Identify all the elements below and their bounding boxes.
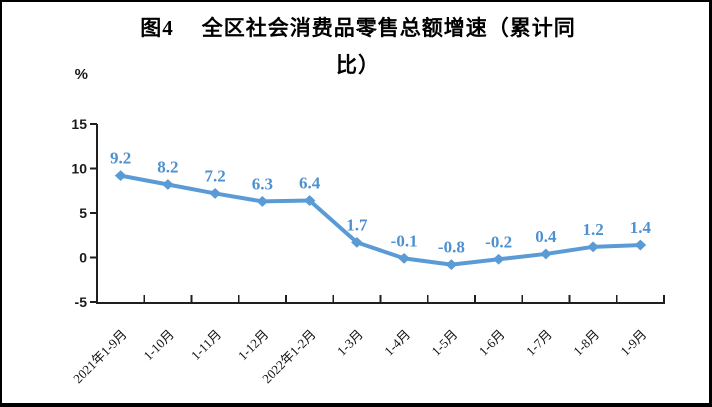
data-point-label: 6.3	[252, 174, 273, 193]
series-line	[118, 173, 643, 267]
x-axis-category-label: 1-5月	[428, 327, 460, 359]
data-point-marker	[398, 252, 410, 264]
data-point-label: 1.4	[630, 218, 652, 237]
data-point-label: 8.2	[157, 158, 178, 177]
data-point-marker	[492, 253, 505, 265]
x-axis-category-label: 1-3月	[334, 327, 366, 359]
chart-title: 图4 全区社会消费品零售总额增速（累计同 比）	[32, 10, 684, 84]
data-point-marker	[587, 241, 599, 253]
data-point-label: 1.2	[583, 220, 604, 239]
x-axis-category-label: 1-12月	[235, 327, 272, 364]
data-point-label: 1.7	[346, 215, 368, 234]
data-point-label: 0.4	[535, 227, 557, 246]
data-point-label: -0.2	[485, 232, 512, 251]
chart-title-line1: 全区社会消费品零售总额增速（累计同	[201, 16, 576, 40]
chart-title-line2: 比）	[336, 53, 380, 77]
x-axis-category-label: 1-11月	[188, 327, 224, 363]
x-axis-category-label: 2021年1-9月	[70, 327, 130, 387]
x-axis-category-label: 1-9月	[617, 327, 649, 359]
data-point-marker	[256, 196, 269, 207]
data-point-label: 9.2	[110, 149, 131, 168]
y-axis-tick-label: 15	[71, 116, 87, 132]
data-point-label: -0.1	[391, 231, 418, 250]
data-point-marker	[114, 170, 127, 182]
data-point-marker	[162, 179, 174, 190]
x-axis-category-label: 1-6月	[476, 327, 508, 359]
y-axis-tick-label: 0	[79, 250, 87, 266]
data-point-marker	[209, 188, 221, 199]
y-axis-tick-label: -5	[75, 294, 88, 310]
x-axis-category-label: 1-7月	[523, 327, 555, 359]
x-axis-category-label: 1-8月	[570, 327, 602, 359]
x-axis-category-label: 1-10月	[140, 327, 177, 364]
data-point-marker	[445, 259, 458, 271]
data-point-label: 6.4	[299, 174, 321, 193]
data-point-marker	[634, 239, 647, 251]
x-axis-category-label: 1-4月	[381, 327, 413, 359]
y-axis-tick-label: 5	[79, 205, 87, 221]
y-axis-unit-label: %	[74, 66, 88, 83]
data-point-label: -0.8	[438, 238, 465, 257]
y-axis-tick-label: 10	[71, 161, 87, 177]
data-point-marker	[303, 195, 316, 206]
data-point-marker	[540, 248, 552, 260]
figure-number: 图4	[140, 16, 174, 40]
data-point-marker	[351, 236, 363, 248]
data-point-label: 7.2	[205, 166, 226, 185]
